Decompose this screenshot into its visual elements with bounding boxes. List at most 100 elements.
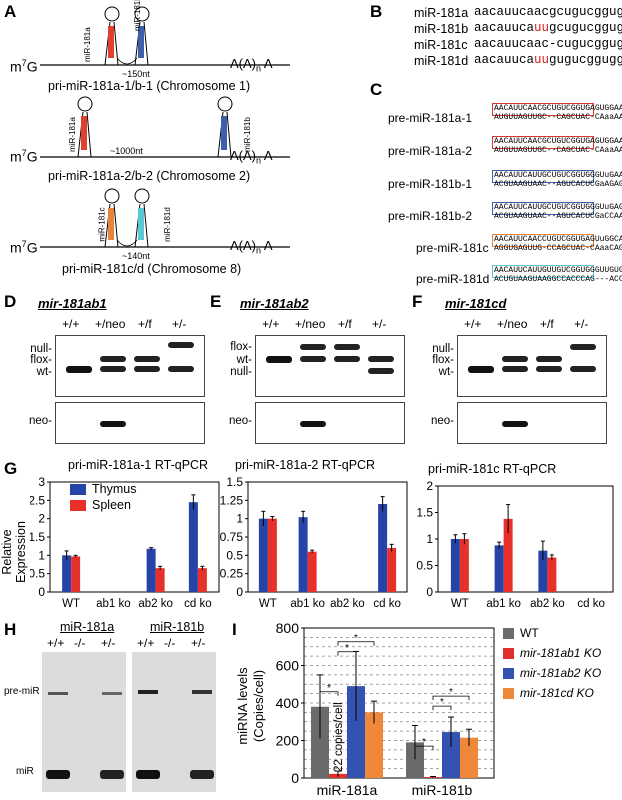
gel-f-lane-2: +/neo: [497, 317, 528, 331]
construct3-spacing: ~140nt: [122, 251, 150, 261]
g1-xlabel-2: ab2 ko: [138, 598, 173, 610]
g2-ytick-4: 1: [236, 512, 243, 526]
premir-box-181b1: [492, 170, 594, 183]
gel-e-lane-1: +/+: [262, 317, 280, 331]
i-bar-0-0: [311, 706, 329, 778]
blot-h-left-title: miR-181a: [60, 620, 115, 634]
i-sig-star-3: *: [345, 643, 349, 654]
gel-e-band-wt: wt-: [236, 354, 252, 366]
blot-h-right: [132, 652, 216, 792]
gel-e-lane-3: +/f: [338, 317, 352, 331]
g3-bar-0-2: [538, 550, 548, 592]
gel-e-neo-label: neo-: [228, 415, 252, 427]
panel-letter-e: E: [210, 292, 222, 311]
gel-f-main: [457, 335, 607, 397]
g1-bar-1-0: [71, 556, 81, 592]
premir-name-181b1: pre-miR-181b-1: [388, 177, 473, 191]
g3-ytick-1: 0.5: [416, 559, 433, 573]
gel-d-lane-3: +/f: [138, 317, 152, 331]
seq-name-181d: miR-181d: [414, 54, 469, 68]
gel-d-neo-label: neo-: [28, 415, 52, 427]
i-ytick-4: 800: [276, 622, 300, 636]
mir181b-hairpin-stem: [138, 26, 144, 58]
construct3-tail: A(A)n A: [230, 238, 273, 256]
construct-2: [40, 96, 290, 158]
gel-d-title: mir-181ab1: [38, 296, 107, 311]
premir-box-181b2: [492, 202, 594, 215]
gel-f-lane-4: +/-: [574, 317, 589, 331]
g1-xlabel-0: WT: [62, 598, 80, 610]
panel-letter-b: B: [370, 2, 383, 21]
g2-xlabel-0: WT: [259, 598, 277, 610]
legend-i-cd-swatch: [503, 687, 514, 699]
legend-i-ab2-swatch: [503, 667, 514, 679]
g1-xlabel-1: ab1 ko: [96, 598, 131, 610]
legend-i-wt-swatch: [503, 627, 514, 639]
construct3-cap: m7G: [10, 239, 38, 256]
i-bracket-3: [432, 705, 452, 711]
g3-ytick-2: 1: [426, 532, 433, 546]
gel-f-lane-1: +/+: [464, 317, 482, 331]
legend-i-ab1: mir-181ab1 KO: [503, 646, 601, 660]
i-sig-star-2: *: [422, 737, 426, 748]
g3-bar-1-2: [547, 557, 557, 592]
i-annotation: 22 copies/cell: [333, 702, 345, 772]
g3-xlabel-2: ab2 ko: [530, 598, 565, 610]
blot-h-label-premir: pre-miR: [4, 686, 40, 697]
premir-struct-181b2: AACAUUCAUUGCUGUCGGUGGGUuGAGCUGACGUAAGUAA…: [494, 203, 622, 221]
blot-h-right-lane-2: -/-: [164, 636, 176, 650]
legend-g-thymus: Thymus: [70, 482, 136, 496]
gel-d-lane-1: +/+: [62, 317, 80, 331]
gel-e-band-null: null-: [230, 366, 252, 378]
legend-i-wt: WT: [503, 626, 601, 640]
legend-i-ab1-swatch: [503, 647, 514, 659]
seq-name-181a: miR-181a: [414, 6, 469, 20]
gel-d-band-flox: flox-: [30, 354, 52, 366]
blot-h-right-lane-3: +/-: [191, 636, 206, 650]
chart-g2: 0 0.25 0.5 0.75 1 1.25 1.5 WT ab1 ko ab2 ko cd ko: [220, 475, 408, 610]
g2-ytick-6: 1.5: [226, 475, 243, 489]
legend-i: WT mir-181ab1 KO mir-181ab2 KO mir-181cd…: [503, 626, 601, 700]
gel-e-neo: [255, 402, 405, 444]
gel-e-band-flox: flox-: [230, 341, 252, 353]
gel-e-lane-2: +/neo: [295, 317, 326, 331]
g2-ytick-2: 0.5: [226, 548, 243, 562]
gel-f-neo: [457, 402, 607, 444]
g1-ytick-3: 1.5: [30, 530, 45, 544]
g1-ytick-4: 2: [38, 512, 45, 526]
g3-ytick-3: 1.5: [416, 506, 433, 520]
premir-struct-181b1: AACAUUCAUUGCUGUCGGUGGGUuGAACUUACGUAAGUAA…: [494, 171, 622, 189]
i-bracket-4: [337, 641, 375, 646]
gel-f-lane-3: +/f: [540, 317, 554, 331]
i-xlabel-0: miR-181a: [317, 782, 378, 798]
gel-f-neo-label: neo-: [430, 415, 454, 427]
seq-name-181b: miR-181b: [414, 22, 469, 36]
g3-ytick-4: 2: [426, 479, 433, 493]
g2-ytick-3: 0.75: [220, 530, 244, 544]
g1-ytick-2: 1: [38, 548, 45, 562]
g1-xlabel-3: cd ko: [184, 598, 212, 610]
legend-g-spleen-swatch: [70, 499, 86, 511]
i-ytick-2: 400: [276, 695, 300, 711]
g2-xlabel-2: ab2 ko: [330, 598, 365, 610]
g1-bar-0-3: [188, 502, 198, 592]
g2-ytick-0: 0: [236, 585, 243, 599]
i-sig-star-1: *: [327, 683, 331, 694]
gel-f-title: mir-181cd: [445, 296, 507, 311]
g3-bar-0-1: [494, 545, 504, 592]
g1-bar-0-2: [146, 548, 156, 592]
g1-bar-1-2: [155, 568, 165, 592]
seq-name-181c: miR-181c: [414, 38, 468, 52]
construct-3: [40, 188, 290, 248]
seq-181c-text: aacauucaac-cugucggugagu: [474, 37, 622, 51]
blot-h-right-title: miR-181b: [150, 620, 205, 634]
premir-box-181a2: [492, 136, 594, 149]
i-bar-0-1: [406, 742, 424, 778]
i-bracket-2: [337, 651, 357, 656]
legend-i-cd: mir-181cd KO: [503, 686, 601, 700]
construct3-name: pri-miR-181c/d (Chromosome 8): [62, 262, 242, 276]
i-bar-3-1: [460, 737, 478, 778]
panel-letter-a: A: [4, 2, 17, 21]
i-ytick-0: 0: [291, 770, 299, 786]
g1-ytick-1: 0.5: [30, 567, 45, 581]
